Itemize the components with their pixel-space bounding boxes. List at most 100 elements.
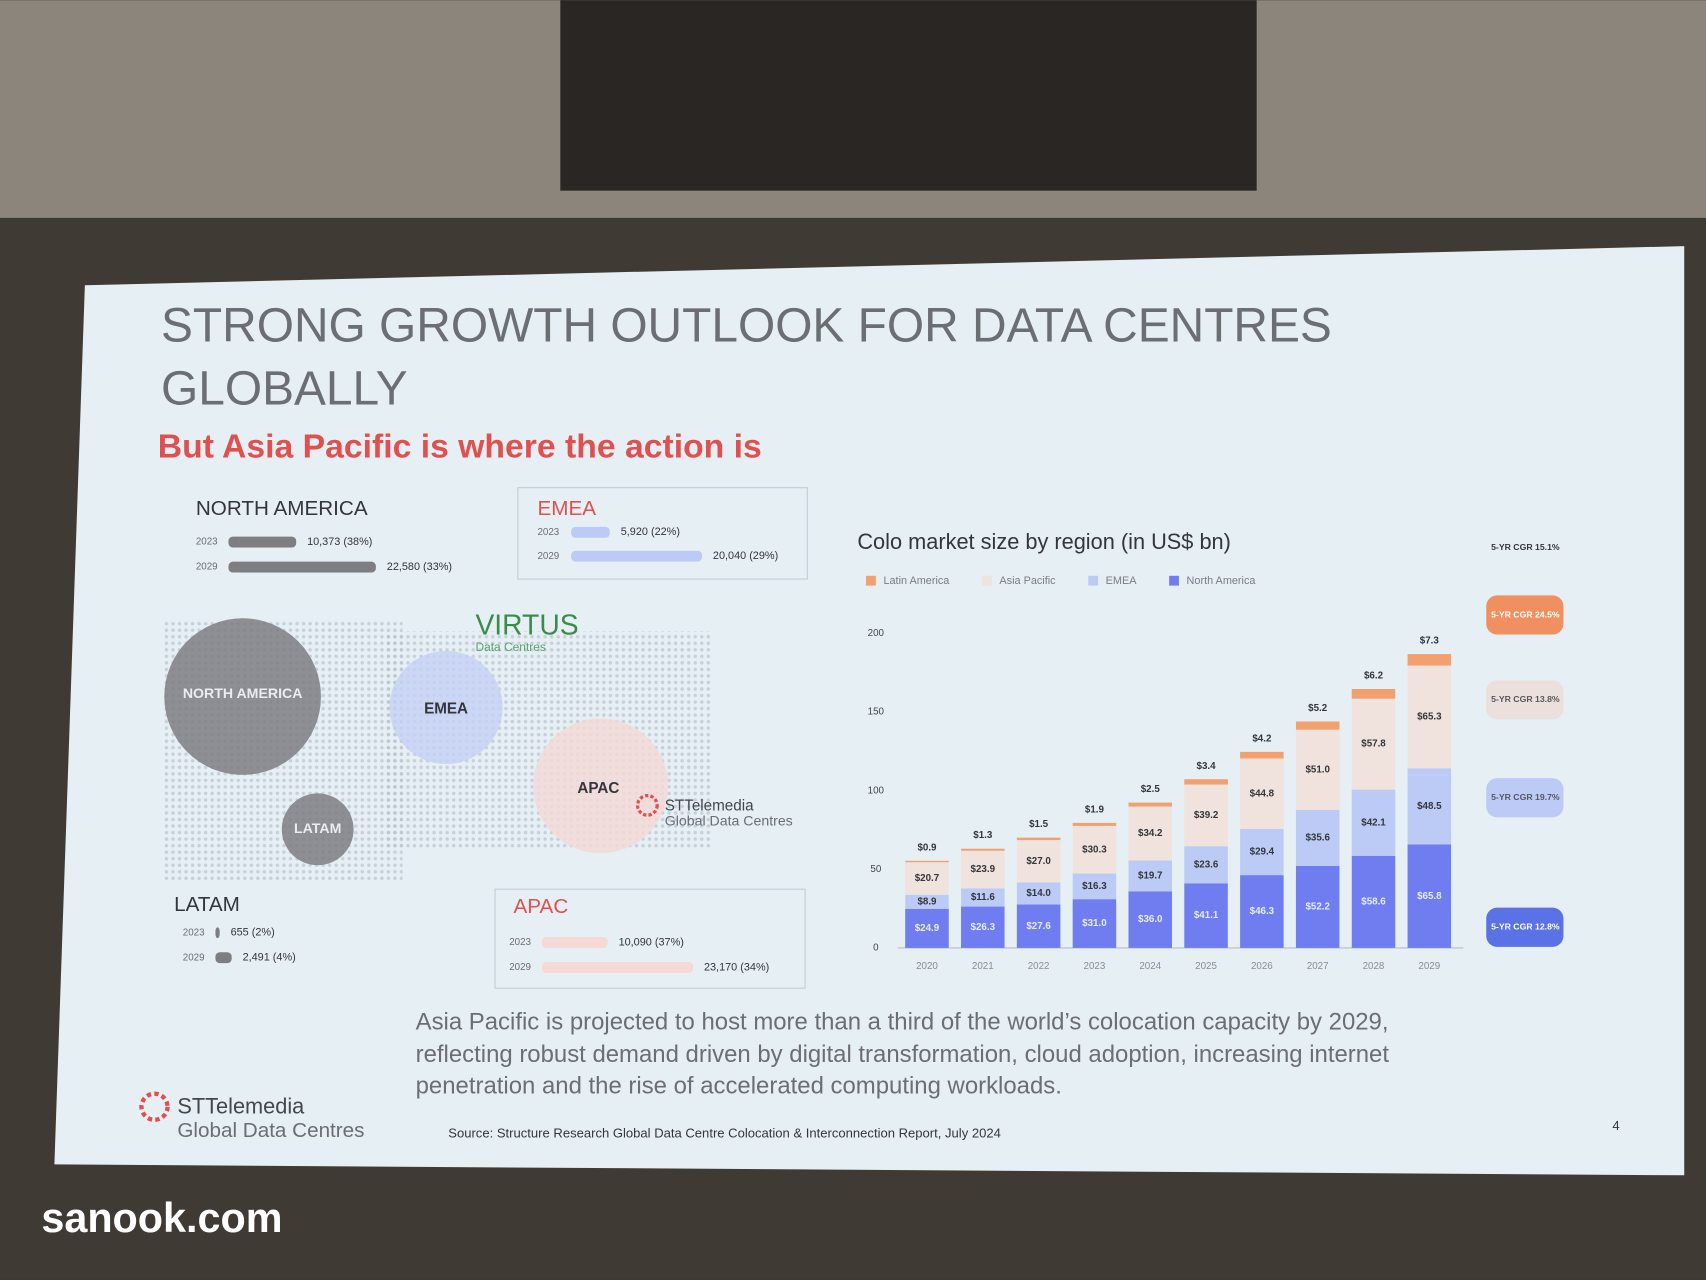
value-label: $3.4 [1197, 761, 1217, 772]
region-title: EMEA [537, 497, 596, 520]
legend-swatch [866, 575, 876, 586]
row-label: 20,040 (29%) [713, 550, 778, 562]
legend-swatch [981, 575, 992, 586]
region-bubble [164, 618, 321, 775]
region-bubble [281, 793, 354, 866]
slide-subtitle: But Asia Pacific is where the action is [158, 427, 762, 465]
cagr-bubble [1486, 680, 1564, 720]
value-label: $58.6 [1361, 896, 1386, 907]
value-label: $0.9 [917, 842, 937, 853]
cagr-label: 5-YR CGR 24.5% [1491, 609, 1560, 619]
row-label: 655 (2%) [231, 927, 275, 939]
bar-segment [961, 850, 1005, 889]
value-label: $65.3 [1417, 711, 1442, 722]
bar-segment [1016, 840, 1061, 883]
row-year: 2023 [183, 927, 205, 938]
value-label: $41.1 [1194, 910, 1219, 921]
body-line: reflecting robust demand driven by digit… [416, 1041, 1390, 1068]
cagr-bubble [1486, 778, 1564, 818]
bar-segment [1016, 837, 1061, 841]
legend-label: North America [1187, 575, 1257, 587]
legend-label: Latin America [883, 575, 950, 587]
y-tick-label: 100 [868, 785, 885, 796]
bar-segment [1072, 899, 1117, 948]
bar-segment [1072, 825, 1117, 874]
value-label: $48.5 [1417, 801, 1442, 812]
value-label: $5.2 [1308, 703, 1328, 714]
y-tick-label: 0 [873, 943, 879, 954]
value-label: $7.3 [1420, 636, 1440, 647]
x-tick-label: 2026 [1251, 961, 1273, 972]
value-label: $14.0 [1026, 888, 1051, 899]
region-bar [541, 937, 608, 948]
value-label: $29.4 [1250, 847, 1275, 858]
bar-segment [1016, 904, 1061, 948]
row-label: 23,170 (34%) [704, 961, 769, 973]
value-label: $2.5 [1141, 784, 1161, 795]
region-title: NORTH AMERICA [196, 497, 368, 520]
x-tick-label: 2024 [1139, 961, 1161, 972]
value-label: $27.0 [1026, 856, 1051, 867]
x-tick-label: 2029 [1418, 961, 1440, 972]
x-tick-label: 2027 [1307, 961, 1329, 972]
x-tick-label: 2028 [1363, 961, 1385, 972]
value-label: $51.0 [1305, 764, 1330, 775]
bar-segment [1351, 688, 1396, 699]
bar-segment [1072, 822, 1117, 826]
bar-segment [1240, 828, 1284, 876]
value-label: $19.7 [1138, 870, 1163, 881]
value-label: $20.7 [915, 873, 940, 884]
row-label: 10,373 (38%) [307, 536, 372, 548]
bar-segment [1295, 809, 1340, 866]
value-label: $1.5 [1029, 819, 1049, 830]
region-bar [541, 962, 694, 973]
x-tick-label: 2020 [916, 961, 938, 972]
bar-segment [1351, 789, 1396, 856]
value-label: $11.6 [971, 892, 995, 903]
region-title: APAC [514, 895, 569, 918]
value-label: $24.9 [915, 923, 940, 934]
region-bar [571, 550, 703, 562]
map-logo: STTelemedia [665, 797, 754, 814]
cagr-total: 5-YR CGR 15.1% [1491, 542, 1560, 552]
map-label: LATAM [294, 820, 341, 836]
panel-box [494, 888, 806, 989]
virtus-logo: VIRTUS [475, 608, 578, 640]
slide-title: STRONG GROWTH OUTLOOK FOR DATA CENTRES [161, 299, 1332, 352]
bar-segment [1240, 875, 1284, 948]
value-label: $23.9 [971, 864, 996, 875]
row-label: 5,920 (22%) [621, 526, 680, 538]
cagr-bubble [1486, 907, 1564, 947]
bar-segment [1128, 802, 1173, 807]
bar-segment [905, 894, 949, 909]
value-label: $1.9 [1085, 804, 1105, 815]
row-year: 2023 [537, 527, 559, 538]
watermark: sanook.com [41, 1195, 282, 1241]
map-logo-sub: Global Data Centres [665, 812, 793, 828]
row-year: 2029 [509, 962, 531, 973]
value-label: $6.2 [1364, 671, 1384, 682]
bar-segment [1184, 883, 1228, 948]
bar-segment [1072, 873, 1117, 900]
bar-segment [1351, 855, 1396, 948]
value-label: $65.8 [1417, 891, 1442, 902]
footer-logo: STTelemedia [177, 1094, 305, 1119]
value-label: $1.3 [973, 830, 993, 841]
value-label: $36.0 [1138, 914, 1163, 925]
bar-segment [1184, 784, 1228, 847]
bar-segment [1295, 721, 1340, 730]
body-text: Asia Pacific is projected to host more t… [416, 1008, 1390, 1099]
panel-box [517, 487, 808, 580]
value-label: $46.3 [1250, 906, 1275, 917]
x-tick-label: 2022 [1028, 961, 1050, 972]
ceiling-opening [560, 0, 1257, 191]
legend-label: Asia Pacific [999, 575, 1056, 587]
map-label: NORTH AMERICA [183, 685, 303, 701]
row-year: 2023 [509, 937, 531, 948]
region-bar [215, 927, 220, 939]
value-label: $30.3 [1082, 844, 1107, 855]
value-label: $26.3 [971, 922, 996, 933]
bar-segment [1351, 698, 1396, 790]
row-year: 2029 [196, 562, 218, 573]
value-label: $31.0 [1082, 918, 1107, 929]
